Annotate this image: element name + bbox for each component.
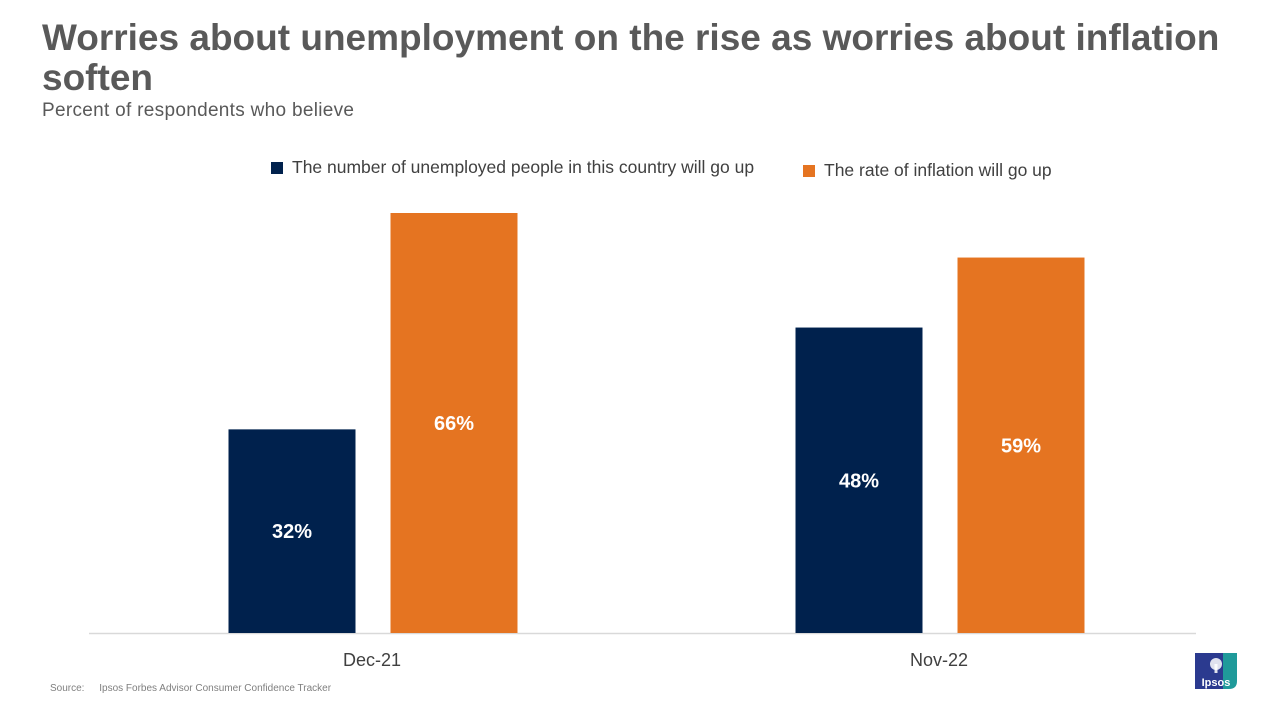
ipsos-logo-icon: Ipsos (1195, 653, 1237, 689)
logo-text: Ipsos (1202, 677, 1231, 689)
data-label: 66% (434, 413, 474, 435)
source-label: Source: (50, 683, 85, 694)
source-text: Ipsos Forbes Advisor Consumer Confidence… (99, 683, 332, 694)
x-tick-label: Dec-21 (343, 650, 401, 670)
chart-subtitle: Percent of respondents who believe (42, 100, 355, 121)
data-label: 48% (839, 470, 879, 492)
legend-label-inflation: The rate of inflation will go up (824, 160, 1052, 180)
legend-swatch-inflation (803, 164, 815, 177)
bar-inflation-dec-21 (390, 213, 518, 633)
source-note: Source: Ipsos Forbes Advisor Consumer Co… (50, 683, 331, 694)
chart-title: Worries about unemployment on the rise a… (42, 17, 1220, 98)
legend-swatch-unemployment (271, 161, 283, 174)
legend-item-inflation: The rate of inflation will go up (803, 160, 1052, 181)
bar-unemployment-nov-22 (795, 327, 923, 633)
data-label: 32% (272, 521, 312, 543)
bar-unemployment-dec-21 (228, 429, 356, 633)
bar-inflation-nov-22 (957, 257, 1085, 633)
data-label: 59% (1001, 435, 1041, 457)
legend-label-unemployment: The number of unemployed people in this … (292, 157, 755, 177)
legend-item-unemployment: The number of unemployed people in this … (271, 157, 754, 178)
x-tick-label: Nov-22 (910, 650, 968, 670)
